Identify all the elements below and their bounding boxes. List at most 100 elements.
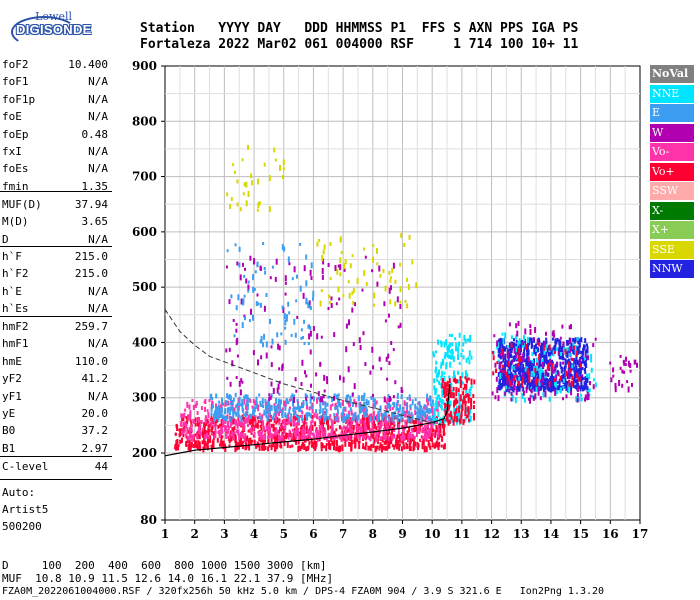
echo-traces — [174, 144, 638, 453]
echo-point — [530, 371, 533, 377]
param-value: N/A — [88, 110, 108, 124]
echo-point — [446, 415, 449, 420]
echo-point — [301, 359, 304, 366]
param-value: N/A — [88, 389, 108, 403]
echo-point — [193, 420, 195, 424]
echo-point — [226, 401, 229, 405]
echo-point — [308, 434, 311, 440]
echo-point — [508, 348, 511, 352]
echo-point — [202, 438, 205, 442]
echo-point — [451, 350, 454, 355]
echo-point — [390, 285, 392, 291]
echo-point — [342, 408, 345, 414]
echo-point — [267, 431, 270, 438]
echo-point — [594, 382, 597, 388]
echo-point — [545, 353, 548, 359]
echo-point — [509, 377, 512, 382]
echo-point — [395, 402, 398, 408]
echo-point — [381, 413, 384, 419]
x-tick-label: 10 — [424, 527, 441, 541]
echo-point — [263, 162, 266, 167]
echo-point — [418, 408, 421, 415]
echo-point — [563, 345, 566, 352]
echo-point — [337, 393, 340, 397]
echo-point — [458, 418, 461, 423]
echo-point — [456, 405, 458, 410]
echo-point — [388, 442, 391, 448]
echo-point — [499, 343, 502, 349]
echo-point — [513, 338, 515, 342]
echo-point — [190, 421, 193, 425]
echo-point — [347, 394, 350, 398]
echo-point — [377, 422, 380, 426]
echo-point — [279, 403, 281, 410]
echo-point — [464, 408, 467, 412]
echo-point — [385, 401, 388, 405]
echo-point — [554, 338, 557, 344]
echo-point — [544, 355, 547, 360]
echo-point — [343, 413, 345, 419]
echo-point — [316, 429, 319, 433]
param-name: h`F — [2, 250, 22, 263]
echo-point — [353, 383, 356, 390]
echo-point — [497, 348, 500, 353]
echo-point — [224, 443, 226, 449]
echo-point — [438, 441, 441, 447]
echo-point — [295, 413, 298, 418]
echo-point — [218, 404, 220, 408]
echo-point — [228, 411, 231, 416]
echo-point — [392, 416, 395, 423]
echo-point — [244, 433, 247, 439]
echo-point — [373, 398, 376, 405]
echo-point — [347, 366, 350, 373]
echo-point — [213, 423, 216, 427]
echo-point — [437, 426, 440, 433]
echo-point — [405, 424, 408, 428]
echo-point — [317, 431, 320, 436]
echo-point — [346, 425, 349, 430]
echo-point — [538, 359, 541, 366]
echo-point — [319, 420, 322, 426]
echo-point — [308, 406, 311, 411]
echo-point — [465, 378, 468, 382]
echo-point — [293, 318, 296, 325]
echo-point — [281, 363, 284, 369]
echo-point — [502, 346, 505, 352]
echo-point — [268, 403, 271, 408]
echo-point — [301, 429, 303, 434]
echo-point — [618, 380, 621, 386]
echo-point — [306, 435, 309, 438]
echo-point — [542, 392, 545, 398]
echo-point — [565, 370, 568, 377]
echo-point — [332, 441, 334, 446]
echo-point — [310, 276, 313, 280]
param-name: MUF(D) — [2, 198, 42, 211]
echo-point — [277, 383, 280, 390]
autoscale-info: 500200 — [2, 520, 42, 533]
echo-point — [431, 427, 434, 433]
echo-point — [584, 385, 587, 390]
echo-point — [181, 413, 184, 418]
echo-point — [579, 367, 582, 374]
echo-point — [555, 375, 558, 381]
echo-point — [421, 436, 424, 440]
echo-point — [532, 379, 535, 384]
echo-point — [316, 241, 319, 247]
param-name: foEs — [2, 162, 29, 176]
param-value: 3.65 — [81, 215, 109, 229]
param-row: hmF2 259.7 — [2, 320, 110, 338]
echo-point — [584, 353, 587, 358]
echo-point — [253, 288, 256, 291]
echo-point — [399, 435, 402, 439]
echo-point — [233, 426, 236, 431]
echo-point — [225, 434, 228, 439]
echo-point — [345, 435, 348, 442]
echo-point — [580, 337, 583, 343]
echo-point — [239, 431, 242, 438]
echo-point — [306, 411, 309, 417]
echo-point — [624, 363, 627, 366]
echo-point — [510, 397, 513, 402]
echo-point — [515, 389, 518, 396]
echo-point — [210, 419, 213, 424]
echo-point — [249, 255, 252, 261]
